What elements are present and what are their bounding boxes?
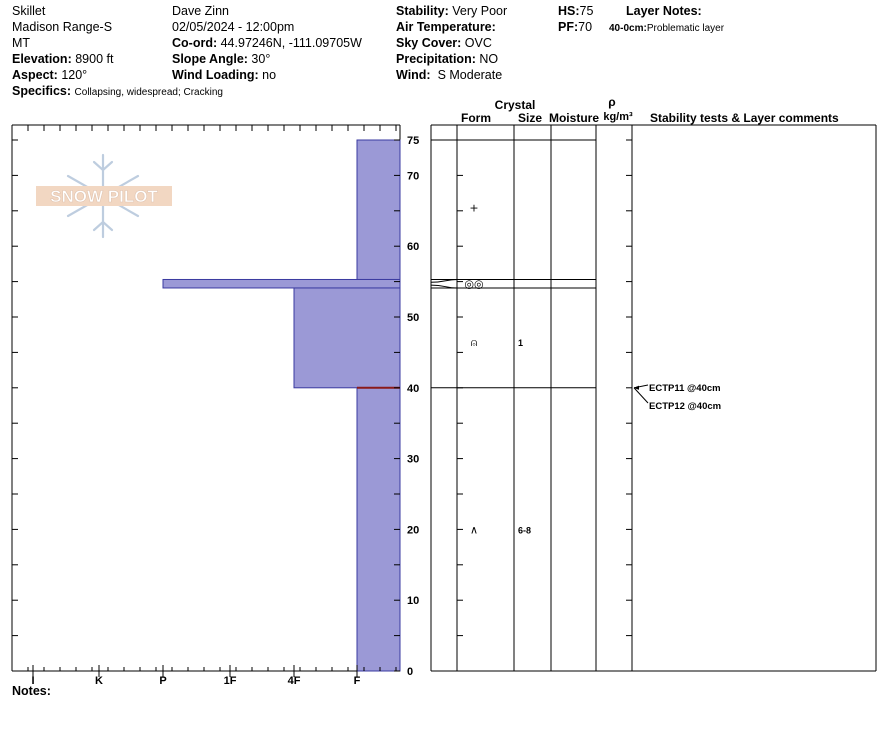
- coordinates: Co-ord: 44.97246N, -111.09705W: [172, 35, 362, 51]
- depth-label-40: 40: [407, 383, 419, 395]
- aspect: Aspect: 120°: [12, 67, 223, 83]
- fan-connector-bottom: [430, 284, 458, 289]
- specifics-label: Specifics:: [12, 84, 72, 98]
- coord-value: 44.97246N, -111.09705W: [220, 36, 362, 50]
- observer: Dave Zinn: [172, 4, 229, 18]
- hardness-layer-2: [293, 287, 401, 389]
- col-density: kg/m³: [603, 111, 633, 123]
- aspect-label: Aspect:: [12, 68, 58, 82]
- sky-value: OVC: [464, 36, 492, 50]
- sky-label: Sky Cover:: [396, 36, 462, 50]
- layer-note-text: Problematic layer: [646, 23, 725, 34]
- elevation-label: Elevation:: [12, 52, 72, 66]
- test-label-1: ECTP12 @40cm: [649, 401, 721, 412]
- layer-table: [430, 124, 877, 672]
- slope-angle: Slope Angle: 30°: [172, 51, 362, 67]
- notes-label: Notes:: [12, 684, 51, 698]
- wind-label: Wind:: [396, 68, 431, 82]
- hardness-label-P: P: [159, 675, 166, 687]
- wind-loading-value: no: [262, 68, 277, 82]
- precip-value: NO: [479, 52, 499, 66]
- slope-value: 30°: [251, 52, 271, 66]
- col-rho: ρ: [608, 95, 615, 109]
- grain-form-3: ∧: [470, 523, 478, 536]
- state: MT: [12, 36, 31, 50]
- hardness-panel: [11, 124, 401, 672]
- grain-size-2: 1: [518, 338, 523, 348]
- col-stability: Stability tests & Layer comments: [650, 111, 839, 125]
- wind-value: S Moderate: [437, 68, 503, 82]
- stability-label: Stability:: [396, 4, 449, 18]
- hs: HS:75: [558, 3, 593, 19]
- test-arrow-1: [634, 385, 639, 390]
- hardness-label-1F: 1F: [224, 675, 237, 687]
- depth-label-70: 70: [407, 170, 419, 182]
- test-label-0: ECTP11 @40cm: [649, 383, 721, 394]
- depth-label-60: 60: [407, 241, 419, 253]
- depth-label-10: 10: [407, 595, 419, 607]
- col-form: Form: [461, 111, 491, 125]
- location: Skillet: [12, 4, 46, 18]
- sky-cover: Sky Cover: OVC: [396, 35, 507, 51]
- precipitation: Precipitation: NO: [396, 51, 507, 67]
- slope-label: Slope Angle:: [172, 52, 248, 66]
- header-col-4: HS:75 PF:70: [558, 3, 593, 35]
- pf-value: 70: [578, 20, 593, 34]
- grain-form-2: ⍝: [471, 336, 478, 349]
- hardness-label-K: K: [95, 675, 103, 687]
- grain-form-0: +: [469, 201, 478, 214]
- depth-label-50: 50: [407, 312, 419, 324]
- test-leader-1: [633, 387, 649, 404]
- elevation: Elevation: 8900 ft: [12, 51, 223, 67]
- wind-loading-label: Wind Loading:: [172, 68, 259, 82]
- header-col-3: Stability: Very Poor Air Temperature: Sk…: [396, 3, 507, 83]
- datetime: 02/05/2024 - 12:00pm: [172, 20, 295, 34]
- hardness-layer-3: [356, 387, 401, 672]
- hardness-label-I: I: [31, 675, 34, 687]
- wind-loading: Wind Loading: no: [172, 67, 362, 83]
- hs-label: HS:: [558, 4, 580, 18]
- layer-notes-label: Layer Notes:: [626, 4, 702, 18]
- header-col-2: Dave Zinn 02/05/2024 - 12:00pm Co-ord: 4…: [172, 3, 362, 83]
- grain-form-1: ◎◎: [464, 278, 483, 291]
- depth-label-20: 20: [407, 524, 419, 536]
- pf: PF:70: [558, 19, 593, 35]
- depth-label-30: 30: [407, 454, 419, 466]
- hardness-layer-0: [356, 139, 401, 280]
- col-moisture: Moisture: [549, 111, 599, 125]
- depth-label-75: 75: [407, 135, 419, 147]
- hardness-label-4F: 4F: [288, 675, 301, 687]
- pf-label: PF:: [558, 20, 579, 34]
- stability-value: Very Poor: [452, 4, 508, 18]
- col-size: Size: [518, 111, 542, 125]
- air-temperature: Air Temperature:: [396, 19, 507, 35]
- aspect-value: 120°: [61, 68, 88, 82]
- range: Madison Range-S: [12, 20, 113, 34]
- hardness-label-F: F: [354, 675, 361, 687]
- fan-connector-top: [430, 278, 458, 283]
- hardness-layer-1: [162, 278, 401, 289]
- depth-label-0: 0: [407, 666, 413, 678]
- hs-value: 75: [579, 4, 594, 18]
- air-temp-label: Air Temperature:: [396, 20, 496, 34]
- logo-text: SNOW PILOT: [50, 187, 158, 206]
- stability: Stability: Very Poor: [396, 3, 507, 19]
- layer-note: 40-0cm:Problematic layer: [609, 19, 724, 37]
- specifics-value: Collapsing, widespread; Cracking: [74, 87, 223, 98]
- elevation-value: 8900 ft: [75, 52, 114, 66]
- specifics: Specifics: Collapsing, widespread; Crack…: [12, 83, 223, 101]
- header-col-1: Skillet Madison Range-S MT Elevation: 89…: [12, 3, 223, 101]
- precip-label: Precipitation:: [396, 52, 476, 66]
- grain-size-3: 6-8: [518, 525, 531, 535]
- coord-label: Co-ord:: [172, 36, 218, 50]
- wind: Wind: S Moderate: [396, 67, 507, 83]
- layer-note-depth: 40-0cm:: [609, 23, 647, 34]
- col-crystal: Crystal: [495, 98, 536, 112]
- snowpilot-logo: SNOW PILOT: [36, 153, 172, 239]
